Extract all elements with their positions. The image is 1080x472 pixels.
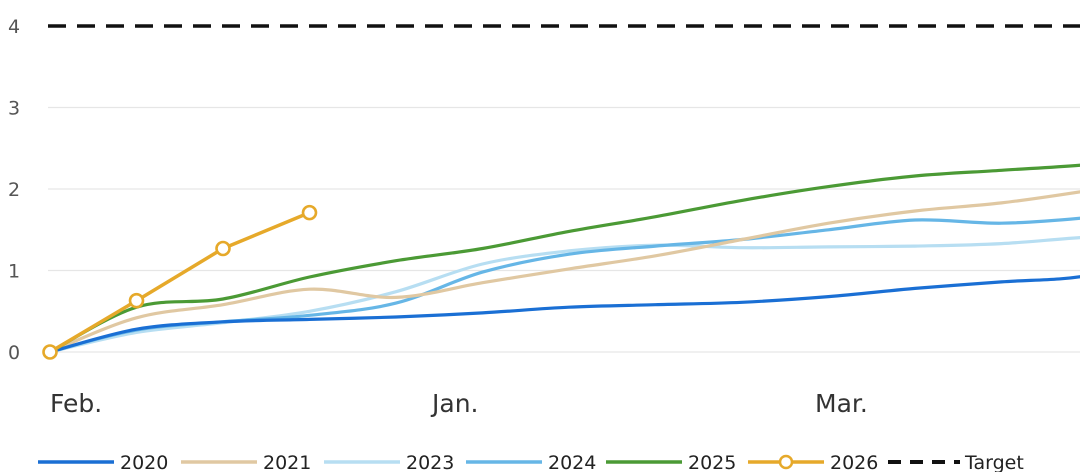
legend-label: 2024 bbox=[548, 452, 596, 472]
x-tick-label: Mar. bbox=[815, 389, 868, 418]
data-point-2026-3 bbox=[301, 204, 318, 221]
series-line-2023 bbox=[48, 235, 1080, 354]
y-axis-ticks: 0 1 2 3 4 bbox=[8, 16, 20, 364]
data-point-2026-2 bbox=[215, 240, 231, 257]
legend-label: 2021 bbox=[263, 452, 311, 472]
x-tick-label: Feb. bbox=[50, 389, 102, 418]
legend-item-2024: 2024 bbox=[466, 452, 596, 472]
y-tick-label: 0 bbox=[8, 342, 20, 364]
legend: 2020 2021 2023 2024 2025 2026 Target bbox=[38, 452, 1024, 472]
legend-item-2025: 2025 bbox=[606, 452, 736, 472]
legend-label: Target bbox=[964, 452, 1024, 472]
legend-item-2021: 2021 bbox=[181, 452, 311, 472]
legend-marker bbox=[778, 454, 794, 470]
legend-label: 2023 bbox=[406, 452, 454, 472]
legend-item-2026: 2026 bbox=[748, 452, 878, 472]
x-tick-label: Jan. bbox=[430, 389, 478, 418]
y-tick-label: 1 bbox=[8, 261, 20, 283]
grid-lines bbox=[48, 106, 1080, 353]
series-line-2021 bbox=[48, 190, 1080, 354]
legend-label: 2020 bbox=[120, 452, 168, 472]
series-line-2020 bbox=[48, 275, 1080, 354]
y-tick-label: 4 bbox=[8, 16, 20, 38]
x-axis-ticks: Feb. Jan. Mar. bbox=[50, 389, 868, 418]
series-line-2025 bbox=[48, 163, 1080, 354]
legend-item-2023: 2023 bbox=[324, 452, 454, 472]
y-tick-label: 3 bbox=[8, 98, 20, 120]
legend-item-2020: 2020 bbox=[38, 452, 168, 472]
y-tick-label: 2 bbox=[8, 179, 20, 201]
legend-item-target: Target bbox=[888, 452, 1024, 472]
series-lines bbox=[42, 24, 1080, 360]
legend-label: 2025 bbox=[688, 452, 736, 472]
series-line-2026 bbox=[48, 210, 312, 354]
series-line-2024 bbox=[48, 216, 1080, 354]
data-point-2026-0 bbox=[42, 344, 58, 360]
legend-label: 2026 bbox=[830, 452, 878, 472]
data-point-2026-1 bbox=[128, 292, 145, 309]
